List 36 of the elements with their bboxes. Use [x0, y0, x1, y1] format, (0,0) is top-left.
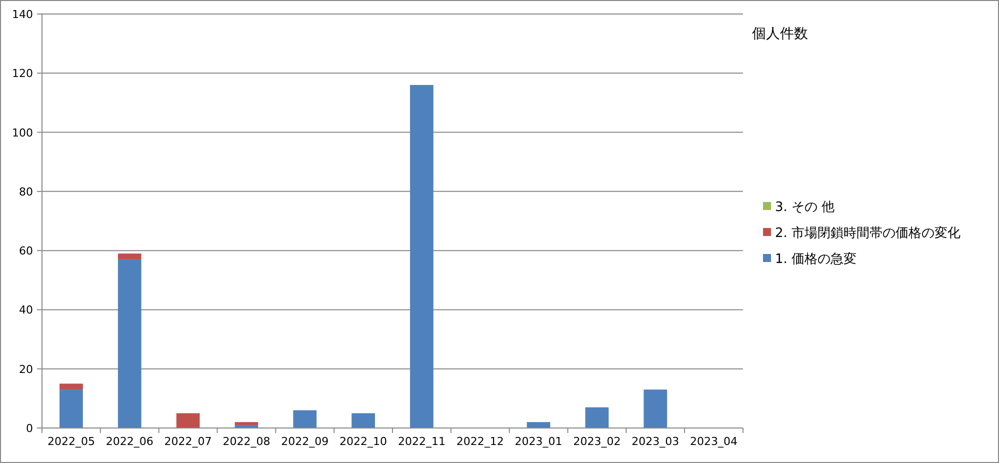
x-tick-label: 2023_01 — [514, 435, 562, 448]
y-tick-label: 140 — [12, 8, 33, 21]
bar — [60, 390, 83, 428]
bar — [118, 259, 142, 428]
y-tick-label: 120 — [12, 67, 33, 80]
y-tick-label: 80 — [19, 185, 33, 198]
x-tick-label: 2022_07 — [164, 435, 212, 448]
x-tick-label: 2022_05 — [47, 435, 95, 448]
x-tick-label: 2023_03 — [632, 435, 680, 448]
legend-label: 3. その 他 — [775, 200, 835, 215]
legend-label: 2. 市場閉鎖時間帯の価格の変化 — [775, 225, 961, 241]
bar — [293, 410, 317, 428]
text: 個人件数 — [752, 26, 808, 42]
x-tick-label: 2022_08 — [222, 435, 270, 448]
bar — [176, 413, 200, 428]
bar — [526, 422, 550, 428]
bar — [234, 422, 258, 426]
x-tick-label: 2022_12 — [456, 435, 504, 448]
x-tick-label: 2022_09 — [281, 435, 329, 448]
bar — [410, 84, 434, 428]
bar — [118, 254, 142, 260]
y-tick-label: 20 — [19, 362, 33, 376]
bar — [352, 413, 375, 428]
bar — [60, 384, 83, 390]
y-tick-label: 100 — [12, 126, 33, 140]
y-tick-label: 40 — [19, 304, 33, 317]
x-tick-label: 2022_10 — [340, 435, 388, 448]
y-tick-label: 60 — [19, 244, 33, 258]
x-tick-label: 2023_02 — [573, 435, 621, 448]
x-tick-label: 2022_06 — [106, 435, 154, 448]
legend-label: 1. 価格の急変 — [775, 251, 857, 267]
x-tick-label: 2023_04 — [690, 435, 738, 448]
x-tick-label: 2022_11 — [398, 435, 446, 448]
bar — [644, 390, 668, 428]
bar — [585, 407, 609, 428]
y-tick-label: 0 — [26, 422, 33, 435]
